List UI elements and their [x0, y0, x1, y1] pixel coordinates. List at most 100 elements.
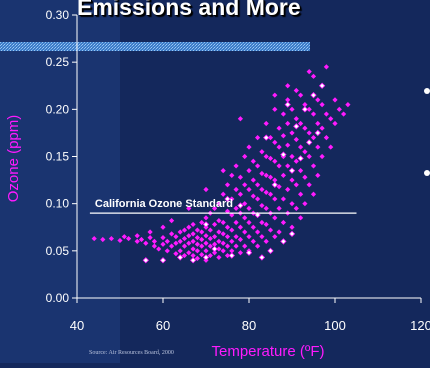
scatter-point — [173, 234, 179, 240]
scatter-point — [220, 219, 226, 226]
scatter-point — [237, 236, 243, 243]
scatter-point — [207, 235, 213, 242]
scatter-point — [250, 177, 256, 183]
plot-area: 0.00 0.05 0.10 0.15 0.20 0.25 0.30 40 60 80 100 120… — [5, 8, 430, 360]
scatter-point — [250, 193, 256, 199]
y-tick-label: 0.00 — [46, 291, 70, 305]
scatter-point — [203, 186, 209, 193]
scatter-point — [267, 155, 274, 161]
scatter-point — [199, 219, 205, 226]
scatter-point — [220, 231, 226, 237]
scatter-point — [194, 255, 200, 261]
scatter-point — [186, 205, 192, 211]
scatter-point-highlighted — [293, 123, 300, 130]
bullet-marker — [424, 170, 430, 176]
scatter-point — [246, 168, 252, 174]
x-axis-label: Temperature (ºF) — [211, 343, 324, 360]
scatter-point-highlighted — [142, 257, 149, 264]
scatter-point — [181, 243, 188, 249]
scatter-point-highlighted — [301, 106, 309, 113]
scatter-point — [272, 158, 278, 164]
scatter-point — [216, 246, 222, 252]
scatter-point — [250, 238, 256, 244]
scatter-point — [199, 252, 205, 258]
scatter-point — [289, 224, 295, 230]
scatter-point — [233, 243, 239, 249]
scatter-point — [237, 224, 243, 230]
scatter-point — [272, 234, 278, 240]
scatter-point — [272, 215, 278, 221]
scatter-point — [310, 163, 317, 169]
scatter-point — [267, 135, 274, 141]
scatter-point — [242, 229, 248, 235]
scatter-point — [310, 135, 317, 141]
scatter-point — [289, 106, 295, 112]
scatter-point — [319, 153, 325, 160]
scatter-point-highlighted — [211, 245, 218, 253]
scatter-point — [237, 116, 243, 122]
scatter-point — [143, 240, 149, 246]
scatter-point — [229, 238, 235, 244]
scatter-point — [293, 87, 299, 94]
scatter-point — [229, 172, 235, 178]
scatter-point — [121, 234, 127, 240]
scatter-point — [246, 205, 252, 211]
scatter-point — [181, 227, 188, 233]
scatter-point — [272, 177, 278, 183]
scatter-point — [276, 184, 282, 190]
scatter-point — [233, 219, 239, 226]
scatter-point — [293, 182, 299, 188]
scatter-point — [315, 97, 321, 103]
scatter-point — [255, 135, 261, 141]
source-note: Source: Air Resources Board, 2000 — [89, 350, 174, 356]
scatter-point — [224, 243, 231, 249]
scatter-point — [259, 202, 265, 209]
scatter-point — [233, 205, 239, 211]
scatter-point — [323, 135, 329, 141]
scatter-point — [220, 240, 226, 246]
scatter-point — [298, 120, 304, 127]
scatter-point — [272, 196, 278, 202]
scatter-point — [203, 233, 209, 239]
scatter-point — [276, 205, 282, 211]
scatter-point — [164, 248, 170, 254]
scatter-point — [332, 97, 338, 103]
scatter-point — [220, 168, 226, 174]
scatter-point — [186, 224, 192, 230]
scatter-point — [156, 246, 162, 252]
scatter-point — [302, 125, 308, 131]
scatter-point — [212, 221, 218, 228]
scatter-point — [199, 229, 205, 235]
y-tick-label: 0.15 — [46, 150, 70, 164]
scatter-point — [255, 243, 261, 249]
scatter-point — [151, 243, 157, 249]
scatter-point — [280, 172, 286, 178]
scatter-point — [177, 248, 183, 254]
scatter-point — [306, 69, 312, 75]
scatter-point-highlighted — [288, 230, 296, 238]
scatter-point-highlighted — [314, 129, 321, 137]
scatter-point-highlighted — [267, 247, 274, 254]
scatter-point — [126, 235, 132, 242]
scatter-point — [302, 174, 308, 180]
scatter-point-highlighted — [258, 254, 266, 261]
scatter-point-highlighted — [228, 252, 235, 259]
scatter-point — [263, 205, 269, 211]
scatter-point — [186, 250, 192, 256]
scatter-point — [186, 240, 192, 246]
scatter-point-highlighted — [189, 257, 197, 264]
scatter-point — [267, 191, 274, 197]
scatter-point — [237, 250, 243, 256]
scatter-point — [263, 172, 269, 178]
scatter-point — [169, 218, 175, 224]
scatter-point — [259, 149, 265, 155]
scatter-point — [276, 229, 282, 235]
scatter-point — [259, 219, 265, 226]
scatter-point-highlighted — [280, 238, 287, 245]
scatter-point-highlighted — [271, 181, 278, 188]
scatter-point — [242, 243, 248, 249]
scatter-point — [293, 205, 299, 211]
y-tick-label: 0.10 — [46, 197, 70, 211]
scatter-point — [164, 238, 170, 244]
scatter-point — [181, 235, 188, 242]
